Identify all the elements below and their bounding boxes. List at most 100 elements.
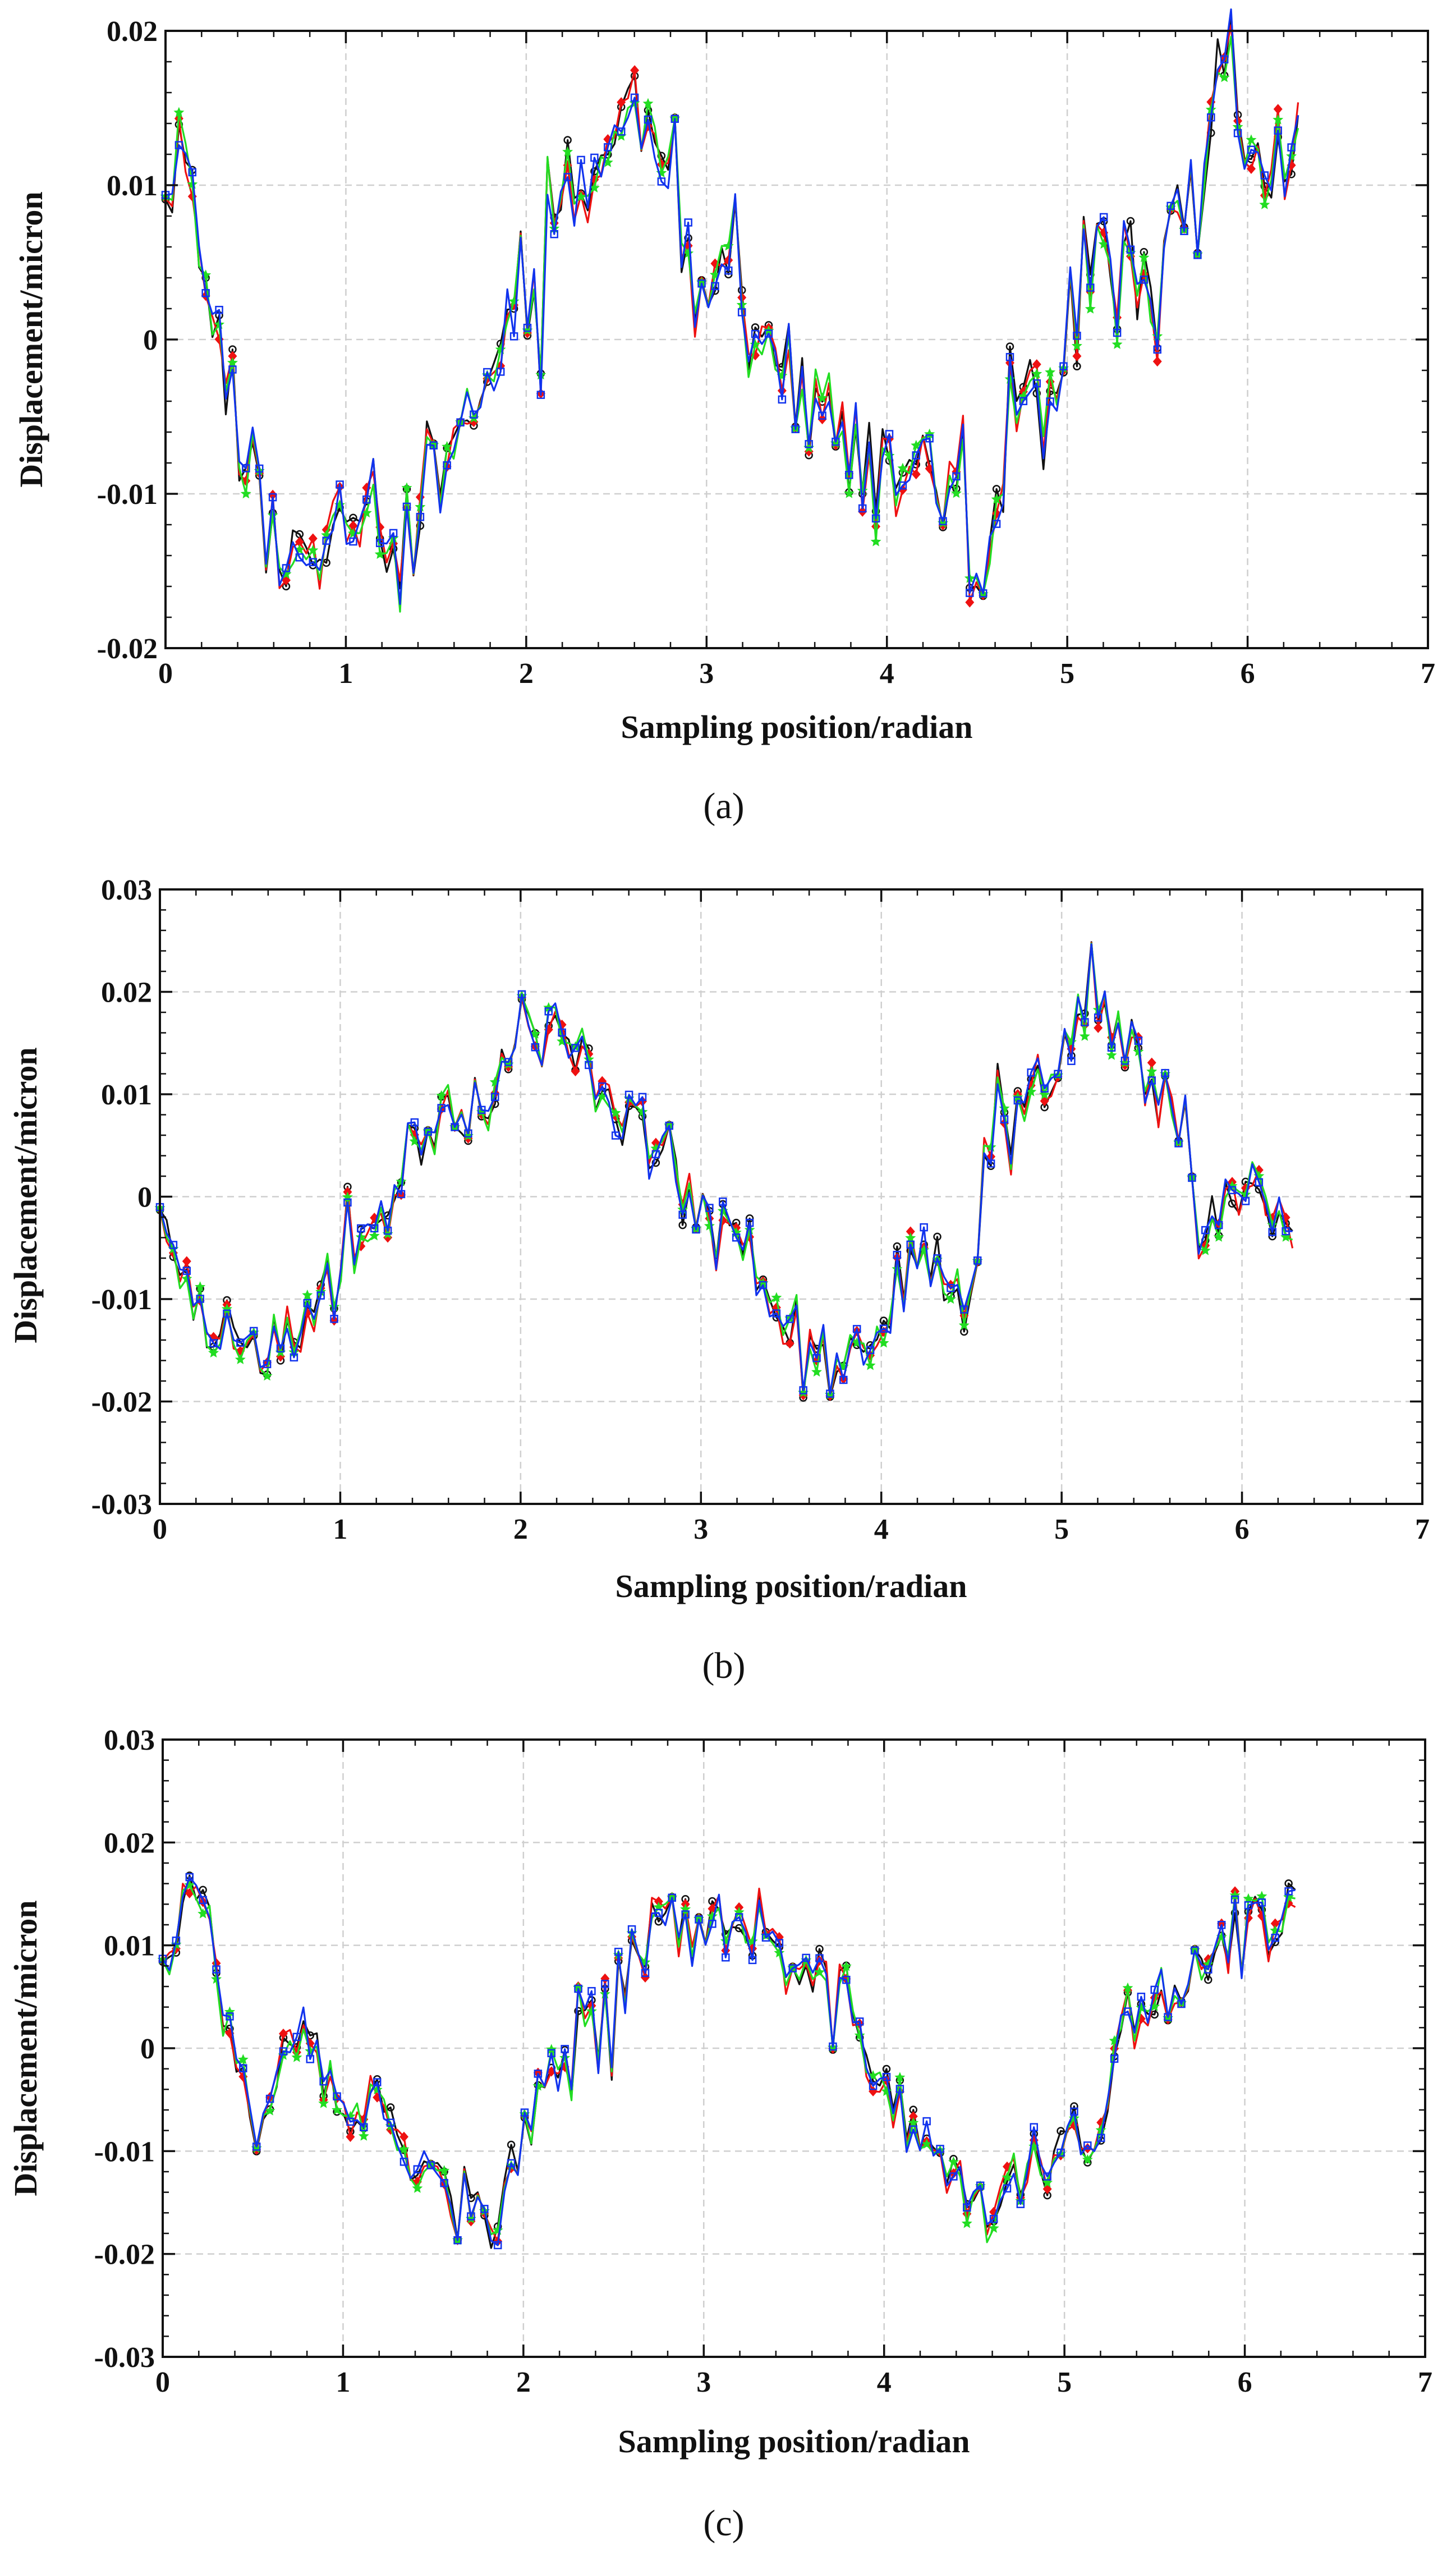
marker-star — [892, 1263, 903, 1274]
marker-square — [786, 1315, 794, 1323]
marker-circle — [1284, 1879, 1293, 1888]
marker-square — [979, 589, 987, 598]
x-tick-label: 7 — [1415, 1513, 1430, 1545]
marker-square — [1019, 397, 1028, 406]
marker-square — [839, 1375, 848, 1384]
marker-diamond — [1246, 163, 1256, 174]
chart-panel-b: 0 1 2 3 4 5 6 7 -0.03 -0.02 -0.01 0 0.01 0.02 0.03 Sam… — [7, 874, 1430, 1686]
marker-star — [221, 1303, 232, 1314]
marker-diamond — [1152, 356, 1162, 367]
marker-star — [543, 1002, 554, 1012]
y-tick-label: 0.03 — [101, 874, 152, 906]
marker-square — [544, 1007, 553, 1016]
marker-star — [1259, 199, 1270, 209]
marker-square — [1057, 2148, 1065, 2157]
marker-circle — [199, 1885, 207, 1894]
marker-star — [439, 2165, 450, 2176]
marker-diamond — [1042, 2183, 1052, 2195]
marker-star — [589, 182, 600, 192]
marker-star — [428, 439, 439, 449]
marker-square — [1000, 1115, 1009, 1123]
marker-square — [882, 2072, 891, 2081]
marker-star — [318, 2098, 329, 2108]
y-axis-label-c: Displacement/micron — [7, 1900, 44, 2196]
marker-square — [1013, 1096, 1022, 1105]
marker-square — [1043, 2172, 1051, 2181]
marker-square — [764, 329, 773, 338]
x-tick-label: 5 — [1057, 2366, 1072, 2398]
marker-square — [1054, 1070, 1062, 1079]
marker-star — [214, 319, 225, 329]
marker-square — [185, 1873, 194, 1882]
marker-star — [1002, 2172, 1013, 2182]
marker-star — [358, 2130, 369, 2141]
marker-star — [918, 1244, 930, 1255]
marker-diamond — [281, 575, 291, 586]
marker-star — [616, 130, 627, 141]
marker-square — [252, 2142, 261, 2151]
marker-star — [1039, 1089, 1050, 1099]
marker-square — [1177, 1999, 1186, 2008]
marker-circle — [678, 1221, 687, 1229]
marker-square — [174, 141, 183, 149]
marker-square — [319, 2077, 328, 2086]
x-tick-label: 0 — [153, 1513, 167, 1545]
marker-square — [778, 395, 787, 404]
marker-square — [815, 1954, 824, 1962]
marker-square — [1140, 276, 1149, 284]
marker-square — [947, 1283, 955, 1292]
marker-square — [1257, 1898, 1266, 1907]
marker-star — [291, 2052, 302, 2062]
marker-square — [989, 2214, 998, 2223]
marker-square — [169, 1241, 178, 1249]
marker-square — [1228, 1186, 1237, 1195]
marker-square — [1153, 345, 1161, 354]
marker-square — [268, 493, 277, 502]
marker-square — [936, 2145, 944, 2153]
marker-square — [483, 368, 492, 377]
series-line-star — [165, 35, 1299, 613]
marker-star — [173, 107, 185, 117]
marker-star — [693, 1913, 704, 1924]
marker-square — [761, 1933, 770, 1942]
x-tick-label: 3 — [696, 2366, 711, 2398]
marker-star — [1133, 1046, 1144, 1057]
marker-square — [829, 2042, 837, 2051]
marker-star — [985, 1141, 996, 1152]
marker-diamond — [911, 469, 921, 480]
marker-square — [906, 1240, 915, 1249]
series-b — [154, 941, 1294, 1402]
marker-square — [322, 536, 330, 545]
marker-circle — [507, 2140, 516, 2149]
marker-star — [197, 1908, 209, 1919]
marker-square — [668, 1893, 677, 1902]
marker-star — [1018, 391, 1029, 401]
marker-circle — [960, 1327, 968, 1336]
marker-square — [360, 2123, 368, 2131]
marker-square — [624, 1090, 633, 1099]
marker-circle — [893, 1242, 902, 1251]
marker-star — [1068, 2113, 1080, 2123]
marker-circle — [1204, 1975, 1212, 1984]
marker-square — [963, 2203, 971, 2212]
marker-star — [680, 1903, 691, 1914]
marker-square — [209, 1339, 218, 1347]
marker-star — [811, 1366, 822, 1377]
marker-square — [852, 1325, 861, 1333]
marker-square — [362, 495, 371, 504]
x-tick-label: 4 — [877, 2366, 892, 2398]
marker-square — [410, 1118, 419, 1127]
marker-star — [924, 428, 935, 439]
marker-star — [1146, 1066, 1158, 1076]
marker-star — [1205, 104, 1216, 114]
x-tick-label: 3 — [699, 658, 714, 690]
marker-square — [992, 520, 1001, 528]
marker-square — [413, 2165, 422, 2173]
marker-diamond — [346, 2131, 355, 2142]
marker-square — [1174, 1139, 1183, 1148]
x-axis-label-c: Sampling position/radian — [618, 2423, 970, 2460]
x-tick-label: 3 — [693, 1513, 708, 1545]
marker-star — [771, 1292, 782, 1302]
marker-square — [1120, 1056, 1129, 1065]
marker-square — [309, 558, 318, 567]
